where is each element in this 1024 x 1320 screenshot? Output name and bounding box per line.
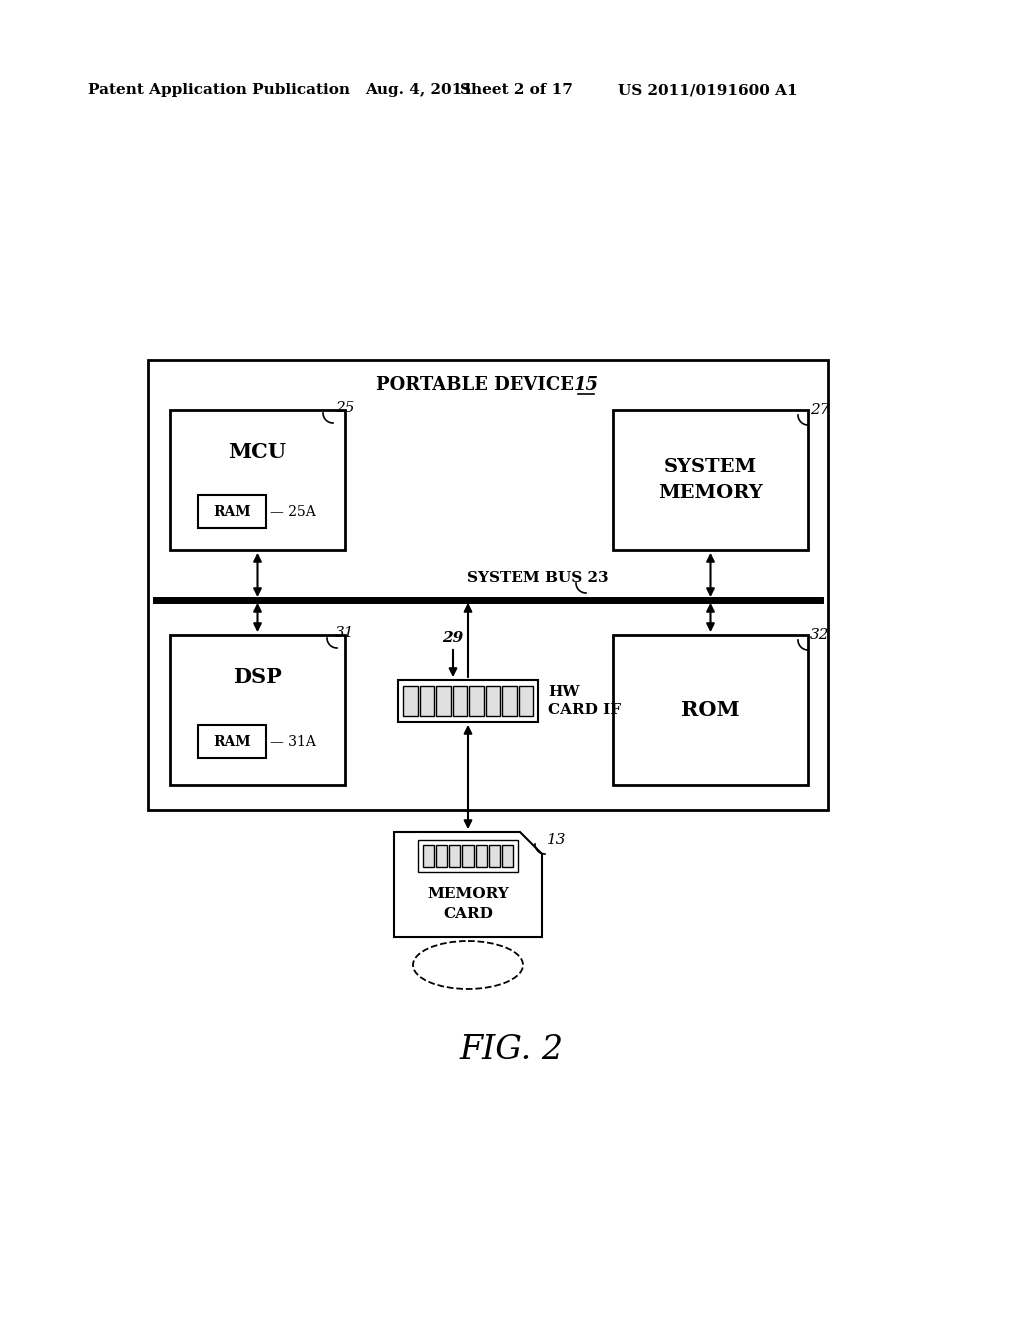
Bar: [436, 845, 447, 867]
Text: Patent Application Publication: Patent Application Publication: [88, 83, 350, 96]
Bar: [502, 686, 516, 715]
FancyBboxPatch shape: [198, 725, 266, 758]
Bar: [450, 845, 461, 867]
Text: Aug. 4, 2011: Aug. 4, 2011: [365, 83, 473, 96]
Text: DSP: DSP: [233, 667, 282, 686]
FancyBboxPatch shape: [170, 411, 345, 550]
Text: 13: 13: [547, 833, 566, 847]
Bar: [436, 686, 451, 715]
Text: — 31A: — 31A: [270, 734, 315, 748]
Bar: [469, 686, 483, 715]
Ellipse shape: [413, 941, 523, 989]
Text: HW
CARD IF: HW CARD IF: [548, 685, 622, 717]
Text: FIG. 2: FIG. 2: [460, 1034, 564, 1067]
Bar: [463, 845, 473, 867]
FancyBboxPatch shape: [398, 680, 538, 722]
Text: SYSTEM
MEMORY: SYSTEM MEMORY: [658, 458, 763, 502]
Bar: [423, 845, 434, 867]
Bar: [475, 845, 486, 867]
Bar: [502, 845, 513, 867]
FancyBboxPatch shape: [613, 411, 808, 550]
Text: ROM: ROM: [681, 700, 739, 719]
Text: 31: 31: [335, 626, 354, 640]
FancyBboxPatch shape: [198, 495, 266, 528]
FancyBboxPatch shape: [148, 360, 828, 810]
Bar: [485, 686, 500, 715]
FancyBboxPatch shape: [418, 840, 518, 873]
Text: 27: 27: [810, 403, 829, 417]
Bar: [453, 686, 467, 715]
Bar: [420, 686, 434, 715]
Text: — 25A: — 25A: [270, 504, 315, 519]
Text: RAM: RAM: [213, 734, 251, 748]
Text: US 2011/0191600 A1: US 2011/0191600 A1: [618, 83, 798, 96]
Text: 25: 25: [335, 401, 354, 414]
Text: 32: 32: [810, 628, 829, 642]
Text: Sheet 2 of 17: Sheet 2 of 17: [460, 83, 572, 96]
Text: MEMORY
CARD: MEMORY CARD: [427, 887, 509, 921]
FancyBboxPatch shape: [613, 635, 808, 785]
Text: RAM: RAM: [213, 504, 251, 519]
Bar: [518, 686, 534, 715]
Text: MCU: MCU: [228, 442, 287, 462]
Polygon shape: [394, 832, 542, 937]
FancyBboxPatch shape: [170, 635, 345, 785]
Text: PORTABLE DEVICE: PORTABLE DEVICE: [376, 376, 580, 393]
Text: 29: 29: [442, 631, 464, 645]
Text: 15: 15: [573, 376, 598, 393]
Bar: [488, 845, 500, 867]
Text: SYSTEM BUS 23: SYSTEM BUS 23: [467, 572, 609, 585]
Bar: [403, 686, 418, 715]
